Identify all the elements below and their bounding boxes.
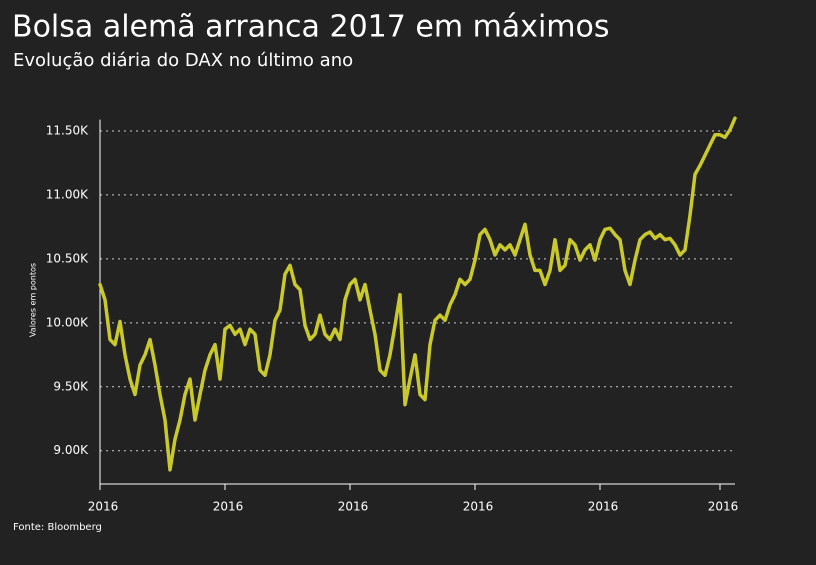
y-tick-label: 10.00K xyxy=(46,315,89,329)
y-axis-label: Valores em pontos xyxy=(29,263,38,337)
x-tick-label: 2016 xyxy=(338,500,369,514)
x-tick-label: 2016 xyxy=(708,500,739,514)
y-tick-label: 9.00K xyxy=(53,443,89,457)
x-tick-label: 2016 xyxy=(588,500,619,514)
chart-subtitle: Evolução diária do DAX no último ano xyxy=(13,50,353,71)
x-tick-label: 2016 xyxy=(88,500,119,514)
y-tick-label: 11.00K xyxy=(46,187,89,201)
source: Fonte: Bloomberg xyxy=(13,522,102,533)
data-line xyxy=(98,116,737,472)
y-tick-label: 11.50K xyxy=(46,123,89,137)
y-tick-label: 9.50K xyxy=(53,379,89,393)
y-tick-label: 10.50K xyxy=(46,251,89,265)
x-tick-label: 2016 xyxy=(213,500,244,514)
chart-title: Bolsa alemã arranca 2017 em máximos xyxy=(12,10,609,45)
x-tick-label: 2016 xyxy=(463,500,494,514)
